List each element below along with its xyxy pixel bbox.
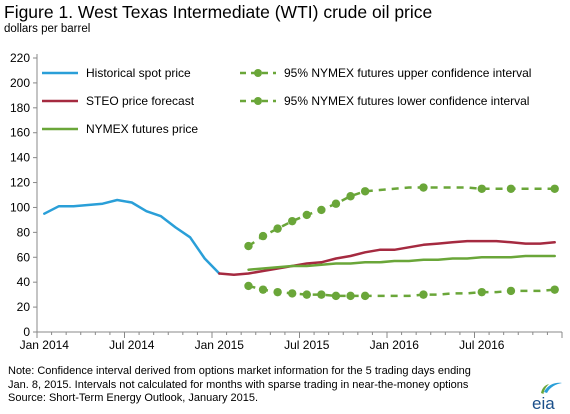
note-line-2: Jan. 8, 2015. Intervals not calculated f… <box>8 378 469 391</box>
logo-swoosh-green <box>541 384 549 394</box>
legend-left-label-2: NYMEX futures price <box>86 122 198 136</box>
series-3-point-16 <box>273 224 282 233</box>
y-tick-label-180: 180 <box>10 101 30 115</box>
series-4-point-30 <box>477 287 486 297</box>
series-3-point-19 <box>317 205 326 215</box>
wti-price-chart: 0 20 40 60 80 100 120 140 160 180 200 220 Jan 2014 Ju… <box>10 51 563 352</box>
series-4-point-17 <box>288 289 297 298</box>
series-3-point-35 <box>550 184 559 193</box>
series-3-point-26 <box>419 183 428 192</box>
series-line-3 <box>247 186 555 248</box>
y-tick-label-0: 0 <box>23 325 30 339</box>
series-4-point-26 <box>419 290 428 299</box>
logo-swoosh-blue <box>544 382 562 393</box>
legend-left-label-1: STEO price forecast <box>86 94 195 108</box>
y-tick-label-120: 120 <box>10 176 30 190</box>
series-4-point-21 <box>346 291 355 301</box>
x-tick-label-1: Jul 2014 <box>109 338 155 352</box>
series-4-point-15 <box>258 285 268 294</box>
series-4-point-19 <box>317 290 326 299</box>
series-3-point-17 <box>288 216 297 226</box>
series-4-point-32 <box>506 286 516 296</box>
legend-right-label-0: 95% NYMEX futures upper confidence inter… <box>284 66 531 80</box>
chart-legend: Historical spot price STEO price forecast… <box>42 66 531 136</box>
legend-right-marker-1 <box>254 97 262 105</box>
series-3-point-22 <box>360 187 370 196</box>
x-tick-label-5: Jul 2016 <box>459 338 505 352</box>
series-4-point-35 <box>550 285 559 294</box>
eia-logo: eia <box>532 382 562 412</box>
legend-right-label-1: 95% NYMEX futures lower confidence inter… <box>284 94 529 108</box>
series-4-point-14 <box>244 281 253 291</box>
series-3-point-14 <box>244 241 253 251</box>
chart-title: Figure 1. West Texas Intermediate (WTI) … <box>4 2 433 22</box>
series-4-point-18 <box>302 290 311 299</box>
series-line-1 <box>218 239 556 276</box>
legend-right-marker-0 <box>254 69 262 77</box>
y-tick-label-160: 160 <box>10 126 30 140</box>
logo-text: eia <box>532 394 555 412</box>
source-line: Source: Short-Term Energy Outlook, Janua… <box>8 392 259 404</box>
y-tick-label-60: 60 <box>17 250 31 264</box>
series-4-point-20 <box>331 291 341 301</box>
series-3-point-30 <box>477 184 486 193</box>
series-line-0 <box>43 198 221 275</box>
series-3-point-21 <box>346 192 355 201</box>
y-tick-label-200: 200 <box>10 76 30 90</box>
series-3-point-18 <box>302 210 311 220</box>
series-4-point-22 <box>360 291 370 301</box>
y-tick-label-40: 40 <box>17 275 31 289</box>
y-tick-label-20: 20 <box>17 300 31 314</box>
x-tick-label-0: Jan 2014 <box>20 338 70 352</box>
series-3-point-15 <box>258 231 268 241</box>
chart-series <box>43 183 559 301</box>
series-line-2 <box>247 254 556 271</box>
y-tick-label-80: 80 <box>17 225 31 239</box>
y-axis-unit-label: dollars per barrel <box>4 23 91 35</box>
chart-notes: Note: Confidence interval derived from o… <box>8 365 528 406</box>
x-tick-label-4: Jan 2016 <box>370 338 420 352</box>
chart-axes: 0 20 40 60 80 100 120 140 160 180 200 220 Jan 2014 Ju… <box>10 51 563 352</box>
x-tick-label-2: Jan 2015 <box>195 338 245 352</box>
legend-left-label-0: Historical spot price <box>86 66 191 80</box>
x-tick-label-3: Jul 2015 <box>284 338 330 352</box>
y-tick-label-220: 220 <box>10 51 30 65</box>
series-4-point-16 <box>273 287 282 297</box>
note-line-1: Note: Confidence interval derived from o… <box>8 365 471 377</box>
y-tick-label-140: 140 <box>10 151 30 165</box>
series-3-point-20 <box>331 199 341 208</box>
y-tick-label-100: 100 <box>10 200 30 214</box>
series-3-point-32 <box>506 184 516 193</box>
